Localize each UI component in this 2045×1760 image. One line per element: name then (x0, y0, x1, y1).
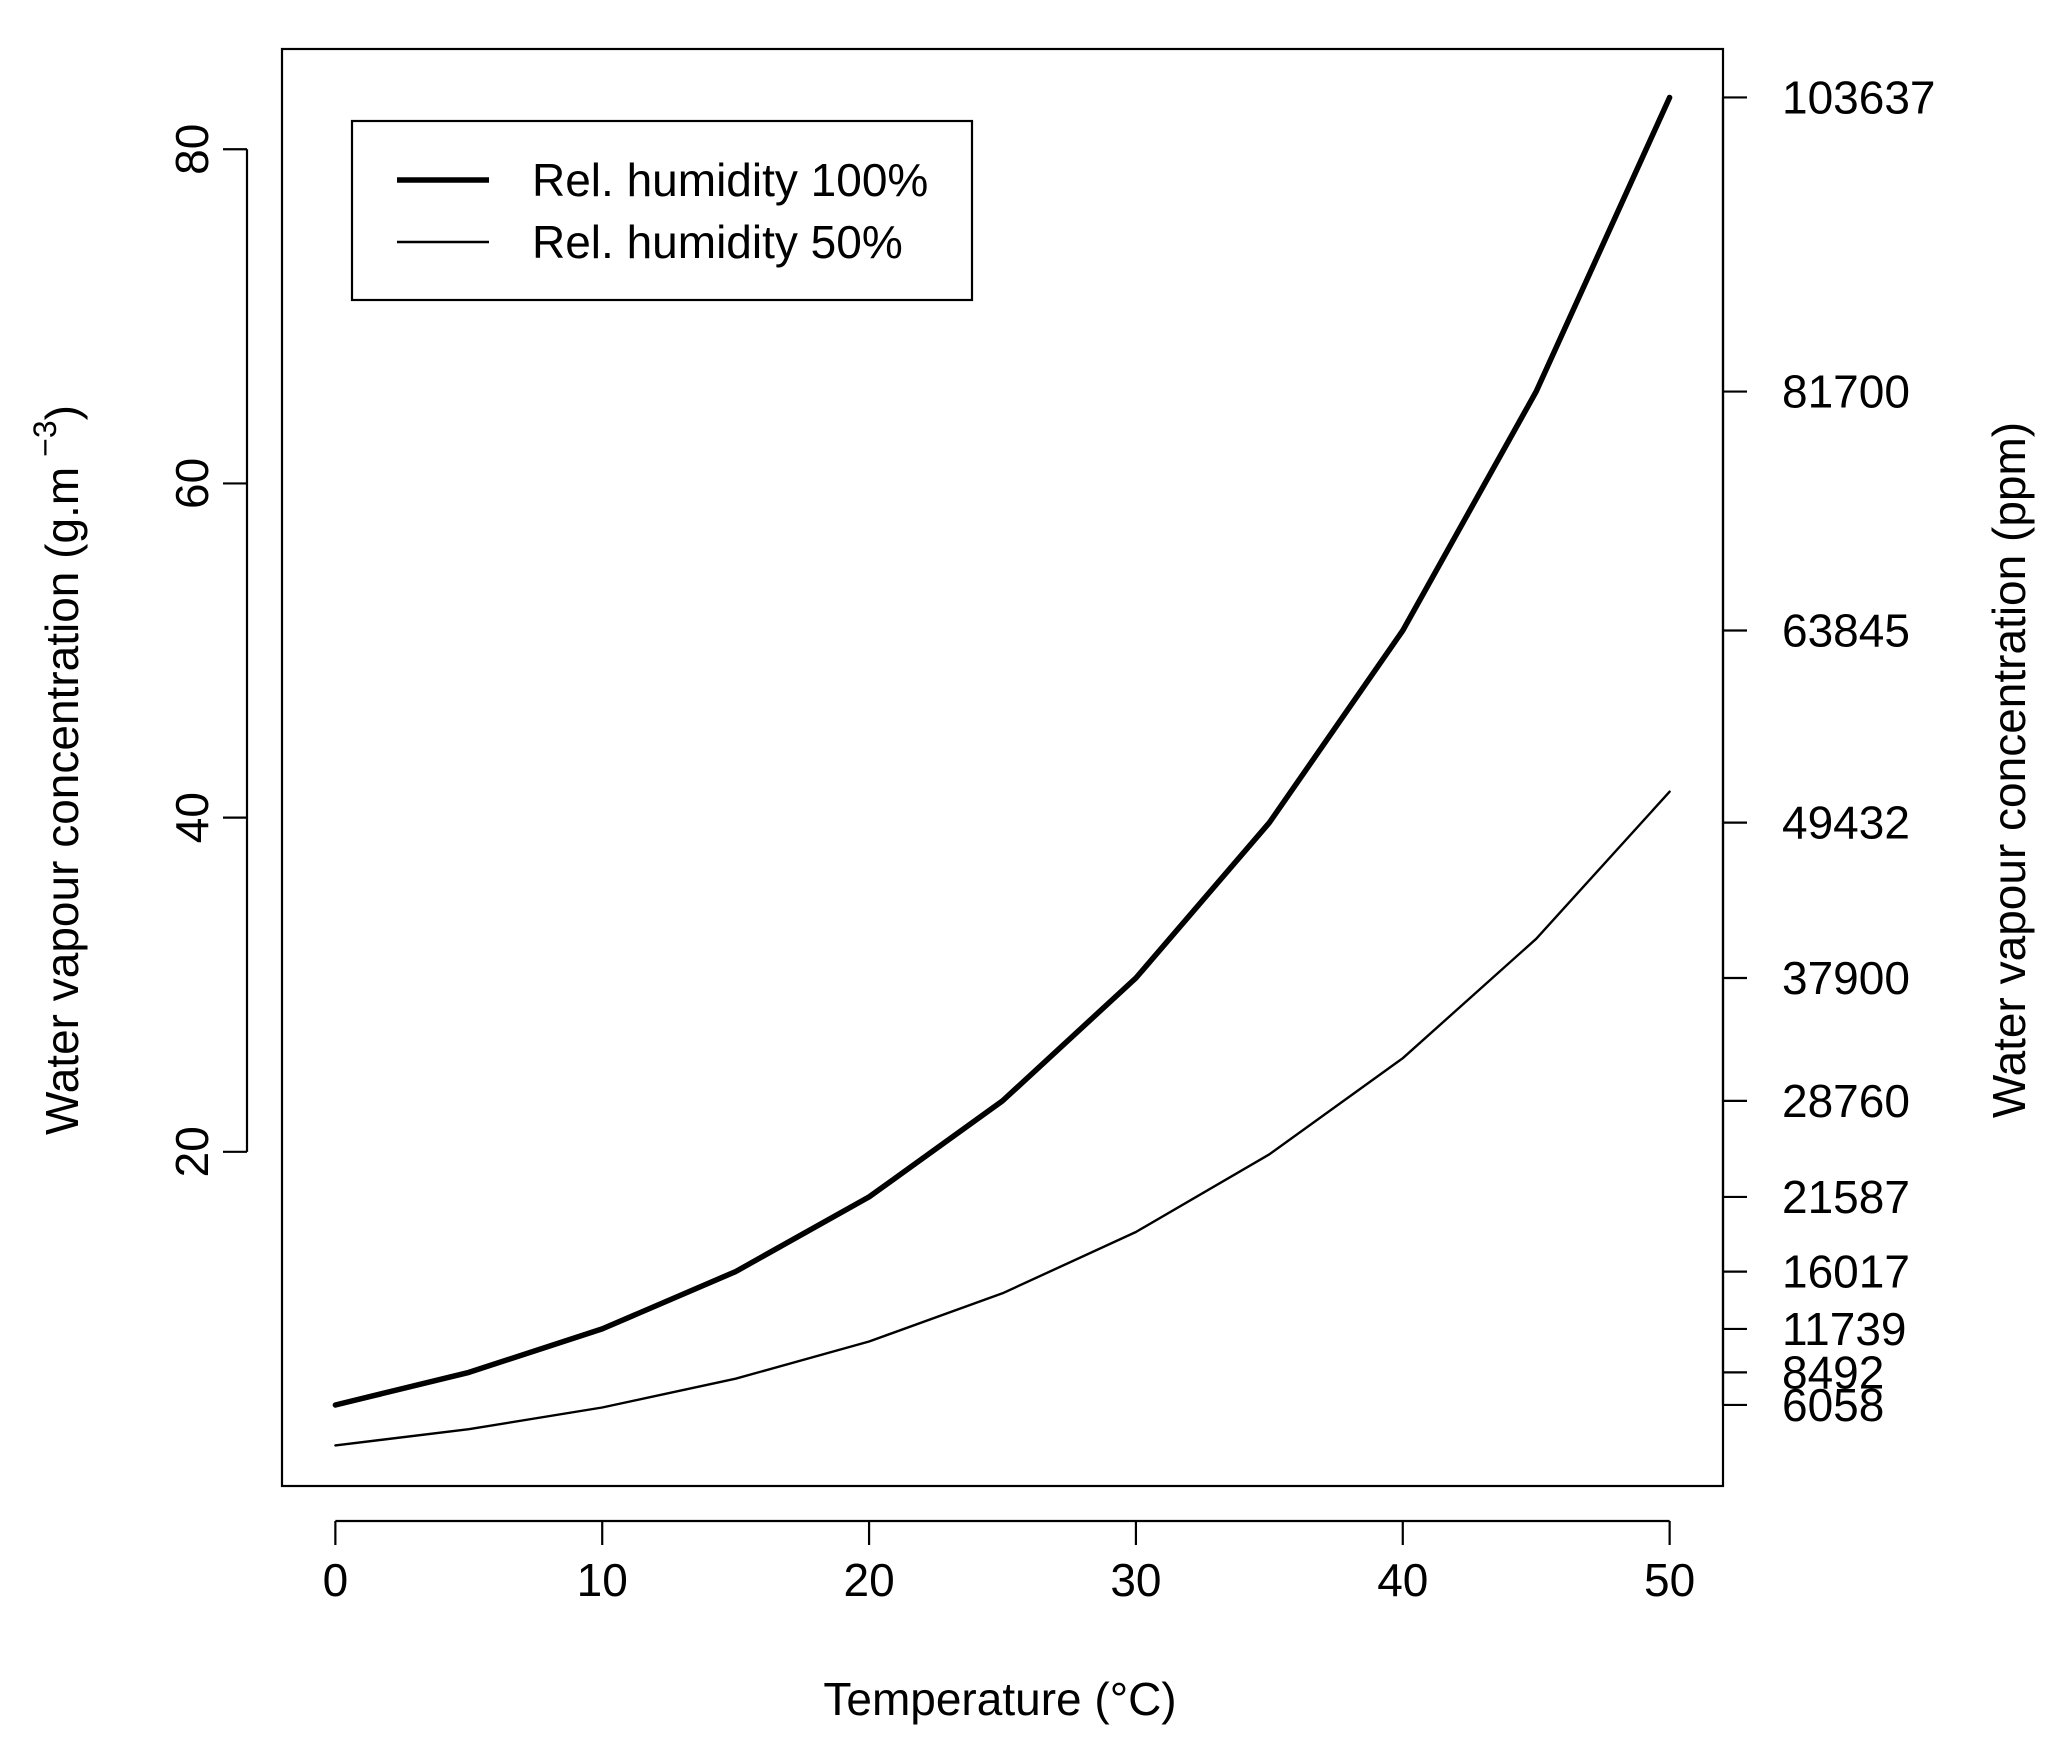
y-axis-title-left: Water vapour concentration (g.m −3) (27, 405, 88, 1135)
y-tick-label-right: 16017 (1782, 1246, 1910, 1298)
legend-label: Rel. humidity 50% (532, 216, 903, 268)
y-tick-label-right: 103637 (1782, 71, 1936, 123)
x-tick-label: 50 (1644, 1554, 1695, 1606)
y-tick-label-left: 60 (166, 458, 218, 509)
series-line-2 (334, 790, 1671, 1447)
y-tick-label-right: 8492 (1782, 1346, 1884, 1398)
y-tick-label-left: 20 (166, 1126, 218, 1177)
x-tick-label: 20 (843, 1554, 894, 1606)
x-tick-label: 30 (1110, 1554, 1161, 1606)
y-axis-title-left-main: Water vapour concentration (g.m (36, 467, 88, 1135)
y-tick-label-right: 11739 (1782, 1303, 1907, 1355)
x-tick-label: 40 (1377, 1554, 1428, 1606)
y-tick-label-right: 49432 (1782, 797, 1910, 849)
x-tick-label: 0 (323, 1554, 349, 1606)
series-line-1 (332, 94, 1673, 1408)
y-tick-label-right: 21587 (1782, 1171, 1910, 1223)
y-tick-label-right: 63845 (1782, 604, 1910, 656)
x-axis-title: Temperature (°C) (823, 1673, 1176, 1725)
y-tick-label-right: 81700 (1782, 366, 1910, 418)
x-tick-label: 10 (577, 1554, 628, 1606)
y-tick-label-right: 28760 (1782, 1075, 1910, 1127)
y-tick-label-left: 80 (166, 124, 218, 175)
y-axis-title-left-close: ) (36, 405, 88, 420)
legend-label: Rel. humidity 100% (532, 154, 928, 206)
y-tick-label-right: 37900 (1782, 952, 1910, 1004)
y-axis-title-left-superscript: −3 (27, 420, 63, 456)
legend-box (350, 119, 974, 302)
y-tick-label-right: 6058 (1782, 1379, 1884, 1431)
y-axis-title-right: Water vapour concentration (ppm) (1983, 422, 2035, 1118)
y-tick-label-left: 40 (166, 792, 218, 843)
